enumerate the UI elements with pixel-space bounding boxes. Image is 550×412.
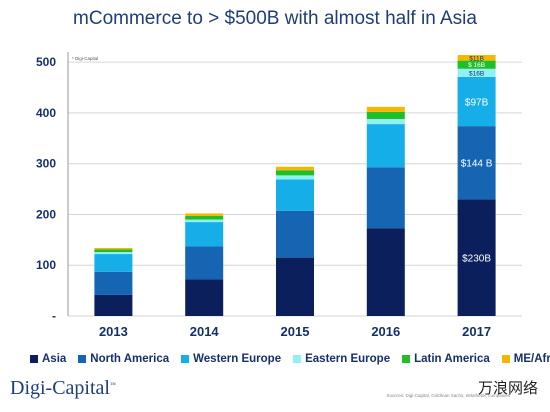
- legend-swatch: [402, 355, 411, 363]
- source-note: Sources: Digi-Capital, Goldman Sachs, eM…: [386, 393, 510, 398]
- bar-segment-asia-2014: [185, 279, 224, 316]
- bar-segment-latin-america-2017: [457, 60, 496, 69]
- y-tick-label: 300: [36, 157, 56, 171]
- legend-item: North America: [78, 353, 169, 365]
- chart-annotation: * Digi-Capital: [72, 56, 98, 61]
- bar-segment-western-europe-2015: [276, 179, 314, 211]
- data-label: $97B: [465, 98, 489, 109]
- data-label: $144 B: [461, 159, 493, 170]
- legend-item: Eastern Europe: [293, 353, 390, 365]
- bar-segment-asia-2017: [457, 199, 496, 316]
- bar-segment-me-africa-2013: [94, 247, 133, 250]
- bar-segment-eastern-europe-2017: [457, 68, 496, 77]
- legend-label: Western Europe: [193, 353, 282, 365]
- bar-segment-asia-2015: [276, 257, 314, 316]
- chart-title: mCommerce to > $500B with almost half in…: [73, 8, 477, 29]
- bar-chart: $230B $144 B $97B $16B$ 16B$11B - 100 200 300 4…: [36, 52, 522, 339]
- legend-label: Eastern Europe: [305, 353, 391, 365]
- x-tick-label: 2017: [462, 324, 491, 339]
- bar-segment-asia-2016: [366, 228, 405, 316]
- bar-segment-latin-america-2014: [185, 215, 224, 220]
- y-tick-label: 500: [36, 55, 56, 69]
- y-tick-label: -: [52, 309, 56, 323]
- bar-segment-north-america-2014: [185, 246, 224, 280]
- x-tick-label: 2016: [371, 324, 400, 339]
- bar-segment-me-africa-2015: [276, 166, 314, 171]
- bar-segment-north-america-2016: [366, 167, 405, 229]
- bar-segment-western-europe-2016: [366, 124, 405, 168]
- bar-segment-north-america-2013: [94, 271, 133, 295]
- bar-segment-latin-america-2013: [94, 249, 133, 253]
- bar-segment-eastern-europe-2016: [366, 119, 405, 125]
- bar-segment-me-africa-2014: [185, 213, 224, 216]
- bar-segment-me-africa-2017: [457, 55, 496, 61]
- bar-segment-western-europe-2013: [94, 254, 133, 272]
- y-tick-label: 400: [36, 106, 56, 120]
- legend-swatch: [78, 355, 87, 363]
- trademark-mark: ™: [109, 382, 116, 389]
- bar-segment-latin-america-2015: [276, 170, 314, 176]
- legend-label: Latin America: [414, 353, 490, 365]
- legend-item: Asia: [30, 353, 66, 365]
- x-tick-label: 2013: [99, 324, 128, 339]
- x-tick-label: 2014: [190, 324, 220, 339]
- legend-label: North America: [90, 353, 170, 365]
- data-label: $ 16B: [468, 62, 485, 69]
- bar-segment-north-america-2015: [276, 210, 314, 258]
- y-tick-label: 200: [36, 207, 56, 221]
- brand-name: Digi-Capital: [10, 377, 110, 399]
- legend: Asia North America Western Europe Eastern E…: [30, 353, 550, 365]
- legend-label: ME/Africa: [513, 353, 550, 365]
- bar-segment-eastern-europe-2015: [276, 175, 314, 180]
- legend-swatch: [30, 355, 38, 363]
- legend-item: Latin America: [402, 353, 490, 365]
- bar-segment-me-africa-2016: [366, 106, 405, 112]
- data-label: $230B: [462, 254, 491, 265]
- bar-segment-eastern-europe-2014: [185, 219, 224, 223]
- bar-segment-western-europe-2017: [457, 76, 496, 127]
- bar-segment-western-europe-2014: [185, 222, 224, 247]
- bar-segment-north-america-2017: [457, 126, 496, 200]
- bar-segment-asia-2013: [94, 294, 133, 316]
- data-label: $16B: [469, 70, 484, 77]
- legend-swatch: [181, 355, 190, 363]
- legend-item: ME/Africa: [501, 353, 550, 365]
- digi-capital-logo: Digi-Capital™: [10, 377, 116, 400]
- data-label: $11B: [469, 55, 484, 62]
- bar-segment-latin-america-2016: [366, 111, 405, 120]
- legend-item: Western Europe: [181, 353, 281, 365]
- y-tick-label: 100: [36, 258, 56, 272]
- legend-swatch: [293, 355, 302, 363]
- watermark-text: 万浪网络: [477, 379, 538, 397]
- x-tick-label: 2015: [281, 324, 310, 339]
- bar-segment-eastern-europe-2013: [94, 252, 133, 255]
- legend-swatch: [501, 355, 510, 363]
- legend-label: Asia: [42, 353, 67, 365]
